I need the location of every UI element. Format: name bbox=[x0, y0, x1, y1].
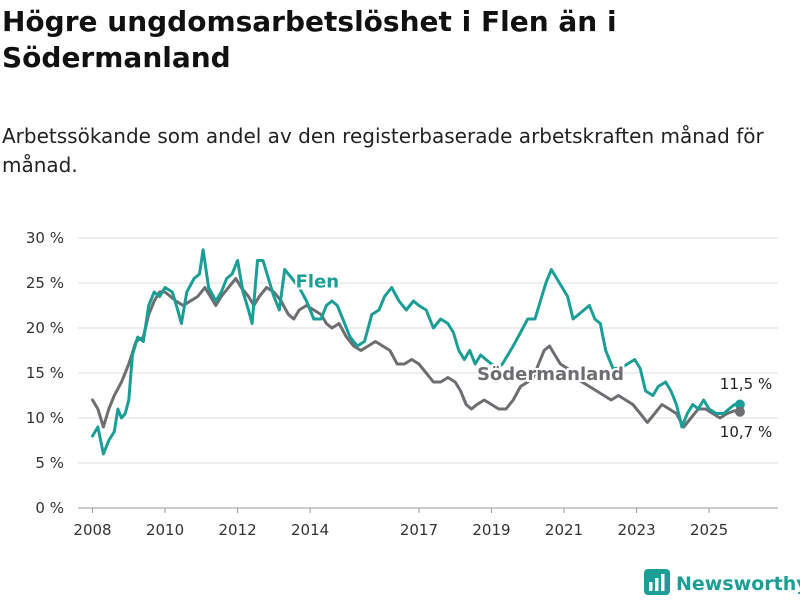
end-point-sodermanland bbox=[734, 406, 745, 417]
labels: 11,5 % 10,7 % Flen Södermanland bbox=[294, 270, 773, 442]
end-label-sodermanland: 10,7 % bbox=[720, 423, 772, 441]
series-label-flen: Flen bbox=[296, 272, 340, 293]
y-tick-label: 5 % bbox=[35, 454, 64, 472]
y-tick-label: 0 % bbox=[35, 499, 64, 517]
end-label-flen: 11,5 % bbox=[720, 375, 772, 393]
y-tick-label: 25 % bbox=[26, 274, 64, 292]
grid-lines bbox=[78, 237, 778, 509]
series-lines bbox=[91, 248, 742, 456]
y-tick-label: 15 % bbox=[26, 364, 64, 382]
axes: 0 % 5 % 10 % 15 % 20 % 25 % 30 % 2008 2010 2012 20… bbox=[26, 229, 728, 539]
y-tick-label: 30 % bbox=[26, 229, 64, 247]
x-tick-label: 2014 bbox=[291, 521, 329, 539]
series-label-sodermanland: Södermanland bbox=[477, 364, 624, 385]
series-line-sodermanland bbox=[91, 277, 742, 429]
x-tick-label: 2017 bbox=[400, 521, 438, 539]
brand-logo[interactable]: Newsworthy bbox=[644, 569, 800, 599]
x-tick-label: 2010 bbox=[146, 521, 184, 539]
x-tick-label: 2025 bbox=[690, 521, 728, 539]
x-tick-label: 2008 bbox=[73, 521, 111, 539]
x-tick-label: 2012 bbox=[218, 521, 256, 539]
page-title: Högre ungdomsarbetslöshet i Flen än i Sö… bbox=[2, 5, 617, 74]
x-tick-label: 2023 bbox=[617, 521, 655, 539]
bar-chart-logo-icon bbox=[644, 569, 670, 599]
brand-name: Newsworthy bbox=[676, 573, 800, 595]
y-tick-label: 20 % bbox=[26, 319, 64, 337]
y-tick-label: 10 % bbox=[26, 409, 64, 427]
page-subtitle: Arbetssökande som andel av den registerb… bbox=[2, 124, 764, 177]
series-line-flen bbox=[91, 248, 742, 456]
x-tick-label: 2019 bbox=[472, 521, 510, 539]
x-tick-label: 2021 bbox=[545, 521, 583, 539]
end-point-flen bbox=[734, 399, 745, 410]
